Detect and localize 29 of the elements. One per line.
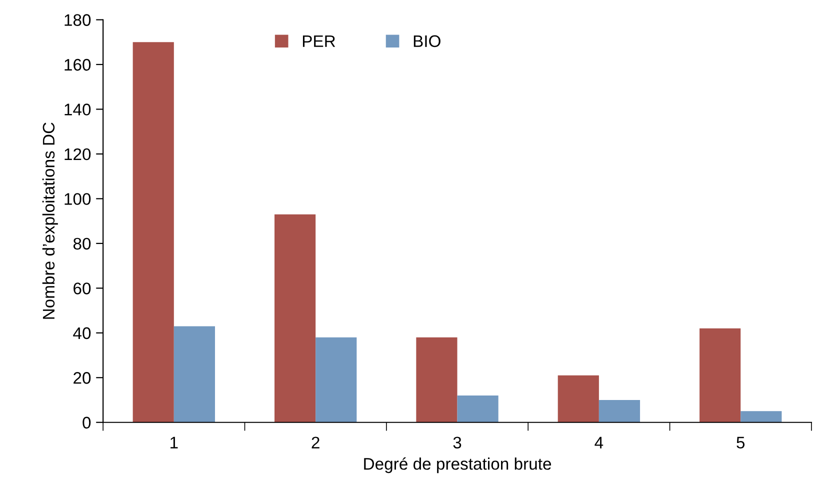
legend-label: PER (302, 35, 336, 47)
x-axis-title: Degré de prestation brute (364, 457, 552, 474)
y-tick-label: 180 (64, 14, 91, 26)
bar (132, 42, 174, 422)
y-tick-label: 20 (74, 372, 91, 384)
bar (416, 337, 458, 422)
y-tick-label: 0 (82, 416, 91, 429)
x-tick-label: 5 (736, 436, 745, 448)
x-tick-label: 1 (170, 436, 178, 448)
bar (740, 411, 782, 422)
x-tick-label: 3 (453, 436, 462, 448)
y-tick-label: 80 (73, 238, 91, 250)
bar (700, 328, 741, 422)
x-tick-label: 2 (312, 436, 320, 448)
x-tick-label: 4 (594, 436, 604, 448)
legend-label: BIO (414, 35, 440, 48)
y-tick-label: 40 (73, 327, 91, 340)
bar (274, 214, 316, 422)
y-tick-label: 60 (74, 282, 91, 294)
y-tick-label: 140 (64, 104, 91, 116)
bar (598, 400, 640, 422)
bar (174, 326, 215, 422)
y-tick-label: 120 (64, 148, 91, 160)
y-tick-label: 160 (64, 58, 91, 71)
y-tick-label: 100 (64, 193, 91, 205)
bar (558, 375, 599, 422)
y-axis-title: Nombre d’exploitations DC (42, 122, 58, 319)
bar (457, 396, 498, 422)
bar (316, 337, 357, 422)
